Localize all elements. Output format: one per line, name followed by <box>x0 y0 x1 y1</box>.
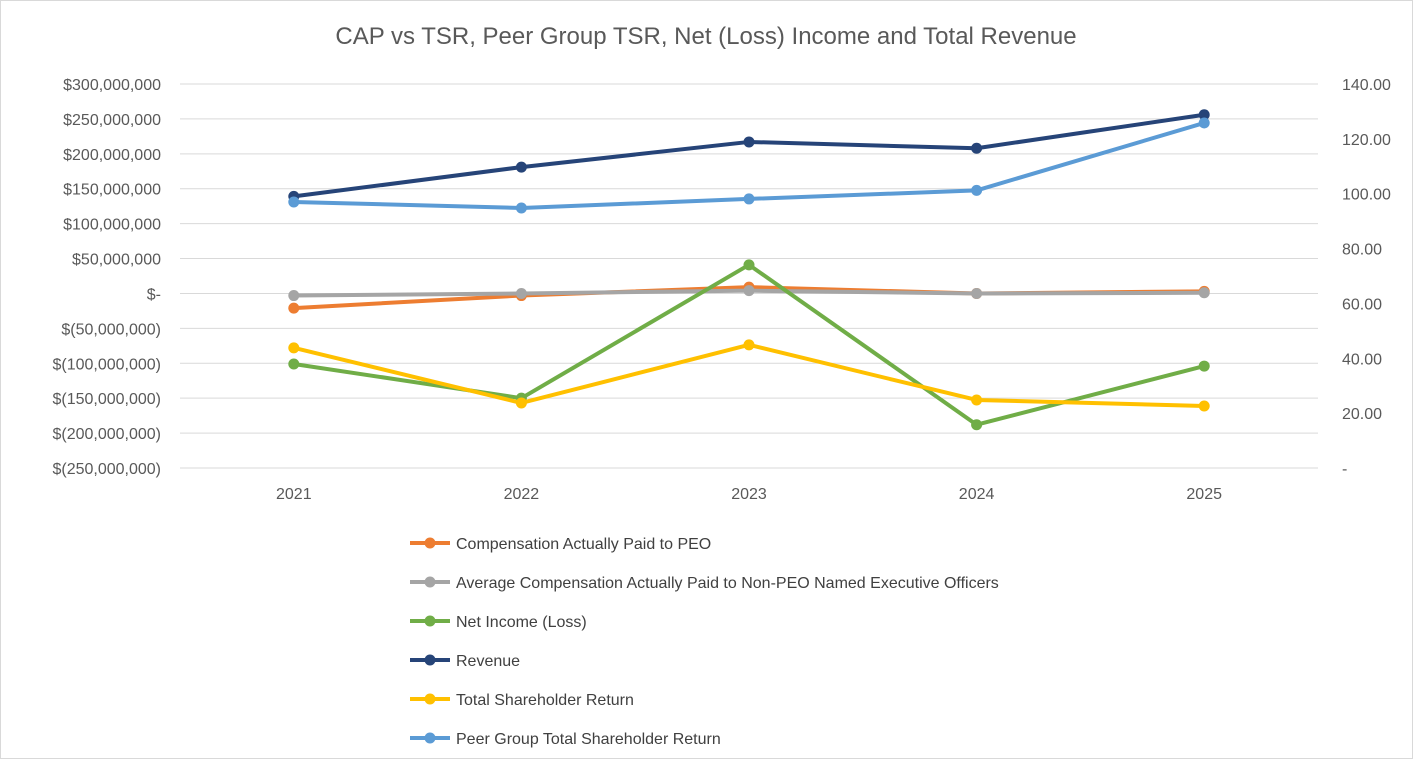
legend-marker-swatch <box>424 732 436 744</box>
legend-marker-swatch <box>424 654 436 666</box>
data-point <box>971 184 983 196</box>
right-axis-tick-label: - <box>1342 461 1347 478</box>
legend-label: Compensation Actually Paid to PEO <box>456 536 711 553</box>
data-point <box>743 285 755 297</box>
data-point <box>1198 287 1210 299</box>
left-axis-tick-label: $- <box>147 286 161 303</box>
data-point <box>1198 117 1210 129</box>
x-axis-tick-label: 2024 <box>959 486 995 503</box>
legend-marker-swatch <box>424 615 436 627</box>
x-axis-tick-label: 2025 <box>1186 486 1222 503</box>
data-point <box>743 259 755 271</box>
left-axis-tick-label: $(150,000,000) <box>52 391 161 408</box>
data-point <box>1198 109 1210 121</box>
series-line <box>291 342 1207 409</box>
legend-label: Net Income (Loss) <box>456 614 587 631</box>
x-axis-tick-label: 2021 <box>276 486 312 503</box>
data-point <box>515 161 527 173</box>
data-point <box>288 342 300 354</box>
left-axis-tick-label: $(250,000,000) <box>52 461 161 478</box>
left-axis-tick-label: $200,000,000 <box>63 147 161 164</box>
data-point <box>288 302 300 314</box>
data-point <box>288 290 300 302</box>
left-axis-tick-label: $(200,000,000) <box>52 426 161 443</box>
right-axis-tick-label: 140.00 <box>1342 77 1391 94</box>
left-axis-tick-label: $(100,000,000) <box>52 356 161 373</box>
series-line <box>291 112 1207 199</box>
right-axis-tick-label: 80.00 <box>1342 242 1382 259</box>
left-axis-tick-label: $150,000,000 <box>63 182 161 199</box>
legend-label: Total Shareholder Return <box>456 692 634 709</box>
data-point <box>743 193 755 205</box>
x-axis-tick-label: 2022 <box>504 486 540 503</box>
data-point <box>743 339 755 351</box>
data-point <box>515 202 527 214</box>
legend-label: Average Compensation Actually Paid to No… <box>456 575 999 592</box>
data-point <box>743 136 755 148</box>
legend-marker-swatch <box>424 537 436 549</box>
right-axis-tick-label: 120.00 <box>1342 132 1391 149</box>
data-point <box>288 358 300 370</box>
right-axis-tick-label: 20.00 <box>1342 406 1382 423</box>
legend-label: Peer Group Total Shareholder Return <box>456 731 721 748</box>
data-point <box>971 419 983 431</box>
chart-title: CAP vs TSR, Peer Group TSR, Net (Loss) I… <box>335 23 1076 50</box>
data-point <box>515 287 527 299</box>
data-point <box>971 142 983 154</box>
legend-label: Revenue <box>456 653 520 670</box>
x-axis-tick-label: 2023 <box>731 486 767 503</box>
legend-marker-swatch <box>424 693 436 705</box>
data-point <box>971 394 983 406</box>
left-axis-tick-label: $300,000,000 <box>63 77 161 94</box>
right-axis-tick-label: 100.00 <box>1342 187 1391 204</box>
right-axis-tick-label: 40.00 <box>1342 351 1382 368</box>
data-point <box>1198 400 1210 412</box>
left-axis-tick-label: $50,000,000 <box>72 252 161 269</box>
data-point <box>971 287 983 299</box>
left-axis-tick-label: $100,000,000 <box>63 217 161 234</box>
left-axis-tick-label: $250,000,000 <box>63 112 161 129</box>
data-point <box>288 196 300 208</box>
legend-marker-swatch <box>424 576 436 588</box>
left-axis-tick-label: $(50,000,000) <box>61 321 161 338</box>
right-axis-tick-label: 60.00 <box>1342 296 1382 313</box>
data-point <box>1198 360 1210 372</box>
data-point <box>515 397 527 409</box>
